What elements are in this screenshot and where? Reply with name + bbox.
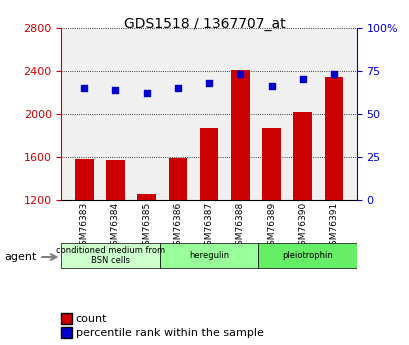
Bar bbox=[230, 70, 249, 200]
Text: percentile rank within the sample: percentile rank within the sample bbox=[76, 328, 263, 338]
Text: GSM76383: GSM76383 bbox=[80, 202, 89, 252]
Point bbox=[330, 71, 336, 77]
Point bbox=[81, 85, 88, 91]
Bar bbox=[137, 194, 156, 200]
Text: GSM76387: GSM76387 bbox=[204, 202, 213, 252]
Bar bbox=[292, 112, 311, 200]
Point bbox=[112, 87, 119, 92]
Bar bbox=[106, 160, 125, 200]
Text: GSM76384: GSM76384 bbox=[111, 202, 120, 251]
Point bbox=[143, 90, 150, 96]
Point bbox=[236, 71, 243, 77]
Bar bbox=[324, 77, 342, 200]
Point bbox=[205, 80, 212, 86]
Bar bbox=[199, 128, 218, 200]
Text: GSM76389: GSM76389 bbox=[266, 202, 275, 252]
Text: GSM76390: GSM76390 bbox=[297, 202, 306, 252]
FancyBboxPatch shape bbox=[160, 243, 258, 268]
Bar bbox=[75, 159, 93, 200]
Point bbox=[267, 83, 274, 89]
Text: count: count bbox=[76, 314, 107, 324]
Text: heregulin: heregulin bbox=[189, 251, 229, 260]
Text: GDS1518 / 1367707_at: GDS1518 / 1367707_at bbox=[124, 17, 285, 31]
Bar bbox=[261, 128, 280, 200]
Bar bbox=[168, 158, 187, 200]
Text: GSM76386: GSM76386 bbox=[173, 202, 182, 252]
FancyBboxPatch shape bbox=[61, 243, 160, 268]
Text: conditioned medium from
BSN cells: conditioned medium from BSN cells bbox=[56, 246, 165, 265]
Text: GSM76388: GSM76388 bbox=[235, 202, 244, 252]
Text: GSM76391: GSM76391 bbox=[328, 202, 337, 252]
Text: pleiotrophin: pleiotrophin bbox=[281, 251, 332, 260]
FancyBboxPatch shape bbox=[258, 243, 356, 268]
Point bbox=[174, 85, 181, 91]
Text: agent: agent bbox=[4, 252, 36, 262]
Point bbox=[299, 77, 305, 82]
Text: GSM76385: GSM76385 bbox=[142, 202, 151, 252]
